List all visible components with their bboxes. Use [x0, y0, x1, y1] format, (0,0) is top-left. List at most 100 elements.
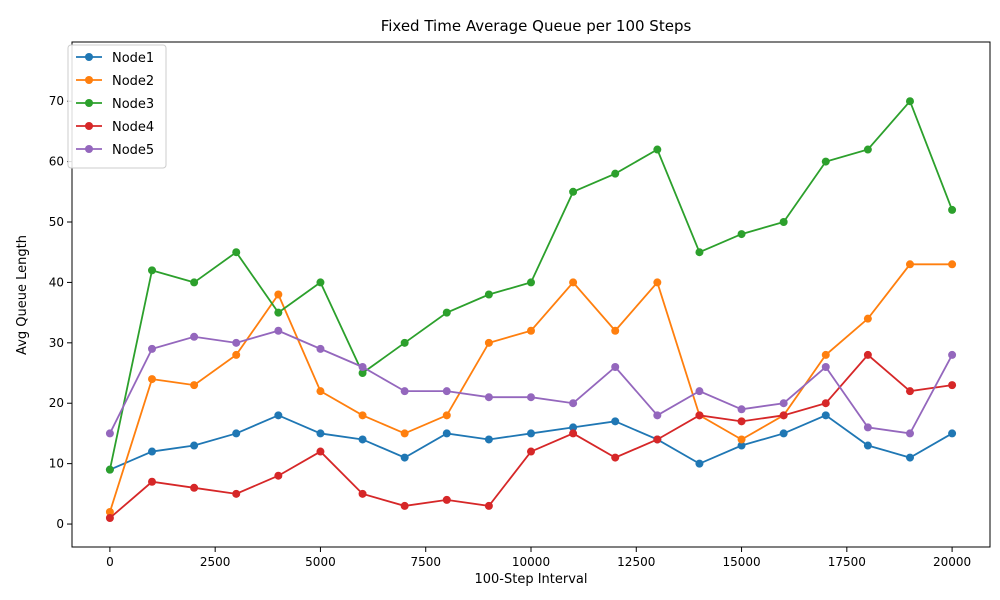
data-point	[105, 465, 114, 474]
data-point	[358, 489, 367, 498]
data-point	[400, 429, 409, 438]
data-point	[105, 429, 114, 438]
data-point	[737, 417, 746, 426]
data-point	[569, 278, 578, 287]
data-point	[863, 350, 872, 359]
data-point	[442, 308, 451, 317]
data-point	[484, 435, 493, 444]
data-point	[148, 344, 157, 353]
data-point	[695, 387, 704, 396]
data-point	[148, 447, 157, 456]
data-point	[316, 447, 325, 456]
data-point	[611, 417, 620, 426]
data-point	[821, 399, 830, 408]
data-point	[948, 429, 957, 438]
y-axis: 0 10 20 30 40 50 60 70	[49, 94, 72, 531]
data-point	[190, 381, 199, 390]
data-point	[779, 411, 788, 420]
series-node5	[105, 326, 957, 438]
data-point	[611, 169, 620, 178]
y-tick-label: 50	[49, 215, 64, 229]
data-point	[905, 429, 914, 438]
data-point	[779, 429, 788, 438]
data-point	[274, 411, 283, 420]
data-point	[105, 507, 114, 516]
x-tick-label: 20000	[933, 555, 971, 569]
chart-title: Fixed Time Average Queue per 100 Steps	[381, 17, 692, 35]
data-point	[905, 453, 914, 462]
data-point	[148, 375, 157, 384]
data-point	[442, 429, 451, 438]
data-point	[611, 326, 620, 335]
data-point	[611, 453, 620, 462]
data-point	[442, 411, 451, 420]
data-point	[190, 483, 199, 492]
data-point	[442, 495, 451, 504]
data-point	[400, 338, 409, 347]
data-point	[695, 411, 704, 420]
data-point	[232, 429, 241, 438]
data-point	[358, 411, 367, 420]
data-point	[148, 266, 157, 275]
data-point	[779, 218, 788, 227]
data-point	[358, 369, 367, 378]
data-point	[274, 308, 283, 317]
data-point	[148, 477, 157, 486]
legend-item-node2: Node2	[76, 74, 154, 89]
data-point	[611, 362, 620, 371]
data-point	[484, 338, 493, 347]
x-tick-label: 17500	[828, 555, 866, 569]
data-point	[821, 157, 830, 166]
data-point	[484, 290, 493, 299]
legend-item-node3: Node3	[76, 97, 154, 112]
legend-item-node1: Node1	[76, 51, 154, 66]
data-point	[948, 350, 957, 359]
data-point	[442, 387, 451, 396]
data-point	[737, 441, 746, 450]
y-tick-label: 60	[49, 155, 64, 169]
data-point	[316, 387, 325, 396]
data-point	[737, 405, 746, 414]
y-tick-label: 30	[49, 336, 64, 350]
data-point	[948, 381, 957, 390]
data-point	[527, 429, 535, 438]
data-point	[232, 248, 241, 257]
data-point	[779, 399, 788, 408]
data-point	[905, 387, 914, 396]
data-point	[527, 278, 535, 287]
legend: Node1 Node2 Node3 Node4 Node5	[67, 44, 167, 169]
data-point	[863, 423, 872, 432]
series-node3	[105, 97, 957, 474]
data-point	[695, 248, 704, 257]
legend-item-node5: Node5	[76, 143, 154, 158]
data-point	[400, 453, 409, 462]
x-axis-label: 100-Step Interval	[474, 572, 587, 587]
data-point	[232, 338, 241, 347]
data-point	[569, 399, 578, 408]
data-point	[821, 362, 830, 371]
x-tick-label: 15000	[722, 555, 760, 569]
data-point	[653, 278, 662, 287]
data-point	[316, 278, 325, 287]
data-point	[274, 471, 283, 480]
data-point	[653, 411, 662, 420]
legend-label: Node1	[112, 51, 154, 66]
data-point	[653, 145, 662, 154]
data-point	[569, 423, 578, 432]
data-point	[190, 441, 199, 450]
x-tick-label: 10000	[512, 555, 550, 569]
legend-label: Node4	[112, 120, 154, 135]
data-point	[358, 362, 367, 371]
series-node2	[105, 260, 957, 516]
series-node4	[105, 350, 957, 523]
data-point	[274, 326, 283, 335]
y-tick-label: 40	[49, 275, 64, 289]
data-point	[695, 459, 704, 468]
data-point	[484, 501, 493, 510]
data-point	[905, 97, 914, 106]
data-point	[232, 489, 241, 498]
x-tick-label: 12500	[617, 555, 655, 569]
data-point	[821, 350, 830, 359]
legend-marker	[85, 145, 93, 153]
